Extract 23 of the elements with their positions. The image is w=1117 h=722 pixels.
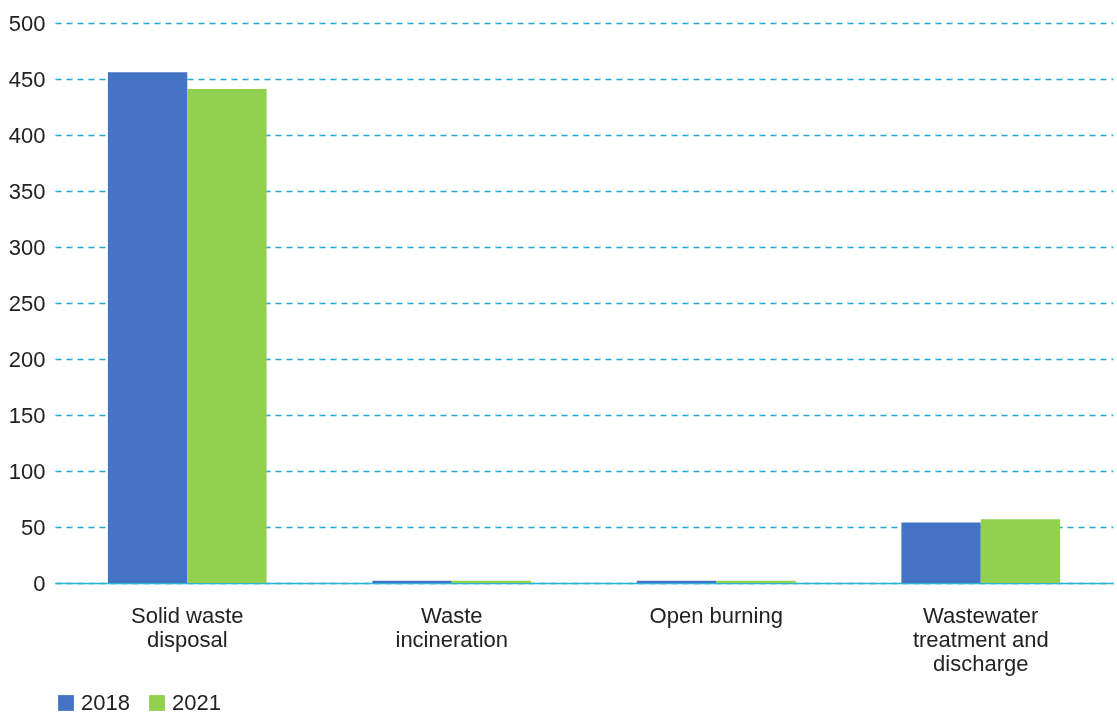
y-tick-label: 400	[8, 122, 46, 148]
legend-label: 2018	[81, 690, 130, 715]
bar	[187, 89, 267, 583]
x-tick-label: Wastewater treatment and discharge	[912, 602, 1049, 676]
x-tick-label: Open burning	[649, 602, 783, 628]
y-tick-label: 300	[8, 234, 46, 260]
x-tick-label: Waste incineration	[395, 602, 509, 652]
bar	[901, 522, 981, 583]
y-tick-label: 250	[8, 290, 46, 316]
bar	[372, 580, 452, 583]
y-tick-label: 50	[21, 514, 46, 540]
y-tick-label: 150	[8, 402, 46, 428]
bar	[107, 72, 188, 583]
y-tick-label: 200	[8, 346, 46, 372]
y-tick-label: 0	[33, 570, 46, 596]
y-tick-label: 500	[8, 10, 46, 36]
bar	[716, 580, 796, 583]
bar	[980, 519, 1061, 583]
y-tick-label: 350	[8, 178, 46, 204]
y-tick-label: 100	[8, 458, 46, 484]
x-tick-label: Solid waste disposal	[130, 602, 244, 652]
y-tick-label: 450	[8, 66, 46, 92]
legend-label: 2021	[172, 690, 221, 715]
